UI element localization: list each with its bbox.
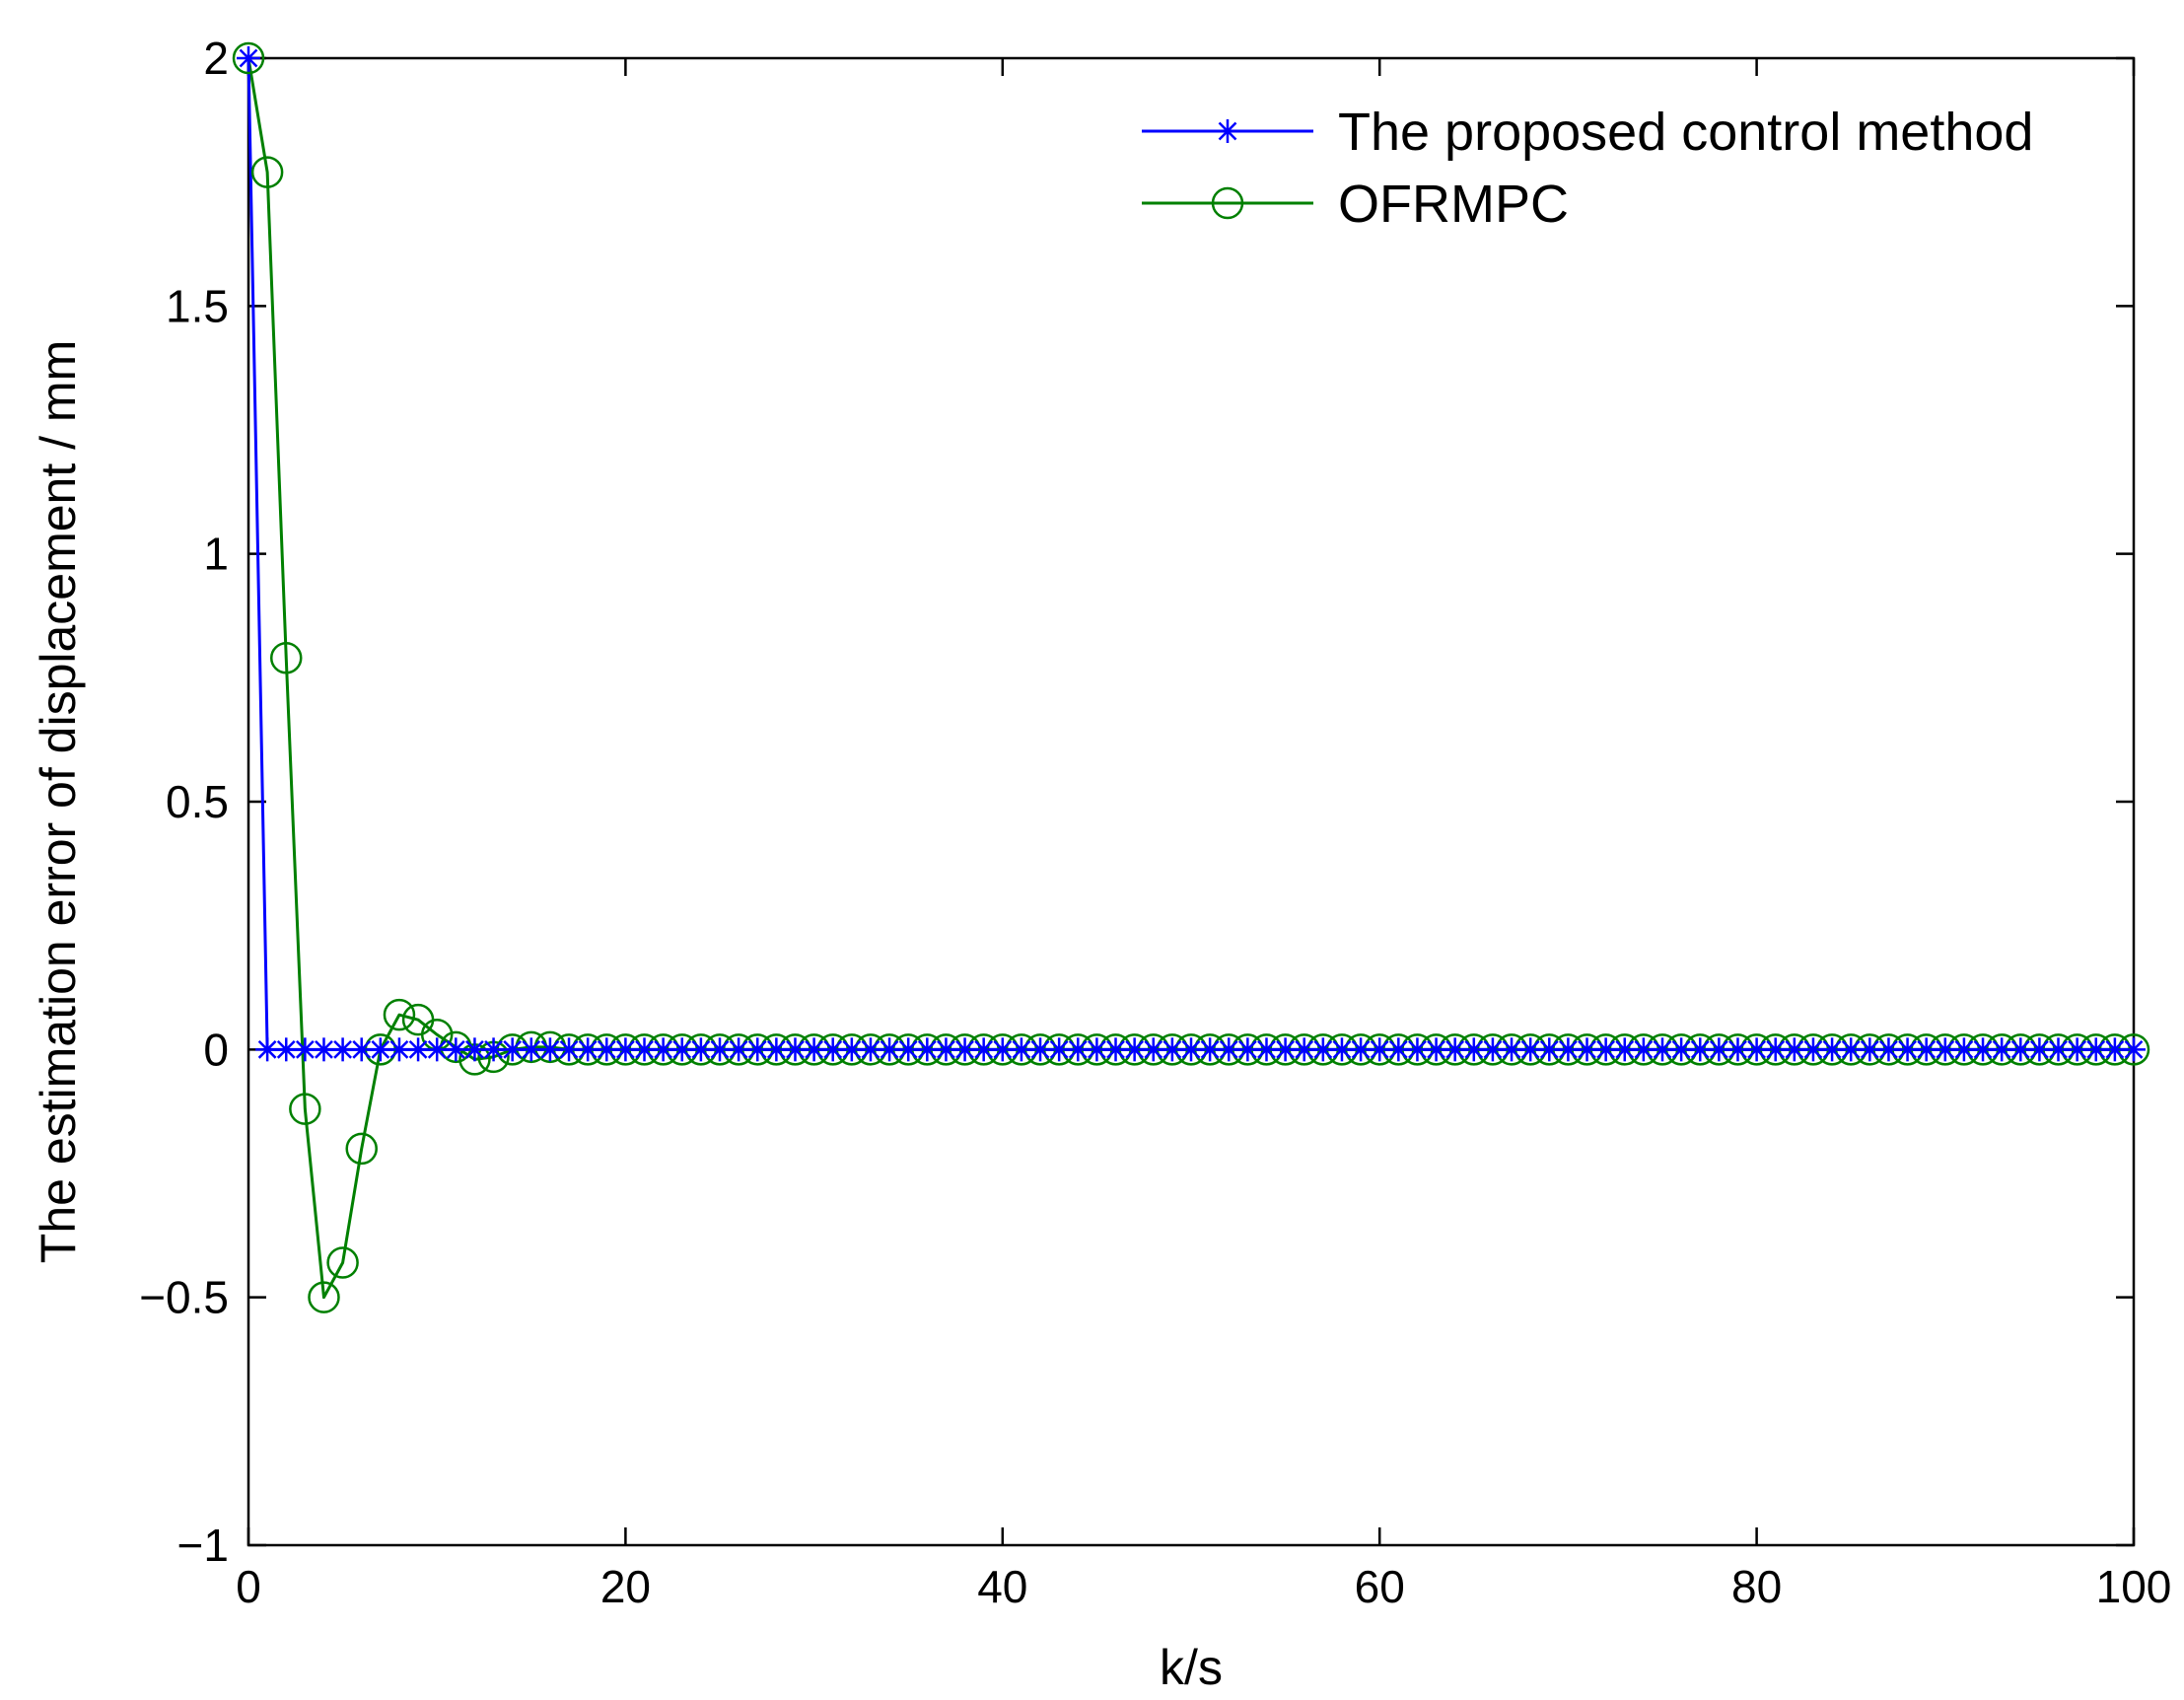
x-tick-label: 0 bbox=[236, 1561, 261, 1612]
series-markers bbox=[232, 41, 2150, 1313]
data-point-proposed bbox=[1895, 1037, 1920, 1062]
legend-label-proposed: The proposed control method bbox=[1338, 103, 2033, 162]
y-tick-labels: −1 −0.5 0 0.5 1 1.5 2 bbox=[139, 33, 229, 1571]
data-point-proposed bbox=[444, 1037, 468, 1062]
data-point-proposed bbox=[802, 1037, 826, 1062]
data-point-proposed bbox=[274, 1037, 299, 1062]
data-point-proposed bbox=[1800, 1037, 1825, 1062]
data-point-proposed bbox=[462, 1037, 487, 1062]
data-point-ofrmpc bbox=[269, 641, 303, 674]
legend-label-ofrmpc: OFRMPC bbox=[1338, 175, 1569, 234]
y-tick-label: −1 bbox=[177, 1520, 229, 1571]
data-point-proposed bbox=[237, 46, 260, 70]
data-point-proposed bbox=[1122, 1037, 1147, 1062]
data-point-proposed bbox=[1480, 1037, 1505, 1062]
data-point-ofrmpc bbox=[345, 1132, 378, 1166]
data-point-proposed bbox=[1933, 1037, 1957, 1062]
data-point-proposed bbox=[1405, 1037, 1430, 1062]
data-point-proposed bbox=[1443, 1037, 1467, 1062]
x-tick-label: 20 bbox=[600, 1561, 651, 1612]
data-point-ofrmpc bbox=[232, 41, 265, 75]
data-point-proposed bbox=[2122, 1037, 2146, 1062]
y-tick-label: 0.5 bbox=[166, 776, 229, 827]
legend-marker-ofrmpc bbox=[1211, 186, 1244, 220]
x-axis-label: k/s bbox=[1160, 1640, 1223, 1695]
data-point-proposed bbox=[1631, 1037, 1656, 1062]
legend-marker-proposed bbox=[1216, 119, 1239, 143]
data-point-ofrmpc bbox=[383, 998, 416, 1031]
legend-asterisk-icon bbox=[1216, 119, 1239, 143]
y-tick-label: 0 bbox=[203, 1024, 229, 1075]
data-point-ofrmpc bbox=[289, 1093, 321, 1125]
data-point-proposed bbox=[783, 1037, 808, 1062]
x-tick-labels: 0 20 40 60 80 100 bbox=[236, 1561, 2171, 1612]
legend-circle-icon bbox=[1211, 186, 1244, 220]
y-tick-label: −0.5 bbox=[139, 1272, 229, 1323]
legend: The proposed control method OFRMPC bbox=[1142, 103, 2033, 234]
data-point-proposed bbox=[1820, 1037, 1845, 1062]
data-point-proposed bbox=[500, 1037, 525, 1062]
data-point-ofrmpc bbox=[308, 1281, 340, 1313]
data-point-ofrmpc bbox=[250, 156, 284, 188]
data-point-proposed bbox=[632, 1037, 657, 1062]
y-tick-label: 1.5 bbox=[166, 280, 229, 331]
data-point-proposed bbox=[745, 1037, 770, 1062]
x-tick-label: 40 bbox=[977, 1561, 1027, 1612]
data-point-proposed bbox=[1876, 1037, 1901, 1062]
y-tick-label: 2 bbox=[203, 33, 229, 84]
data-point-proposed bbox=[651, 1037, 675, 1062]
x-tick-label: 100 bbox=[2096, 1561, 2172, 1612]
data-point-proposed bbox=[255, 1037, 280, 1062]
data-point-proposed bbox=[1763, 1037, 1788, 1062]
y-tick-label: 1 bbox=[203, 529, 229, 580]
data-point-proposed bbox=[1235, 1037, 1260, 1062]
x-tick-label: 80 bbox=[1731, 1561, 1782, 1612]
data-point-ofrmpc bbox=[326, 1246, 359, 1279]
plot-area bbox=[247, 56, 2136, 1547]
data-point-proposed bbox=[688, 1037, 713, 1062]
data-point-proposed bbox=[1575, 1037, 1599, 1062]
x-tick-label: 60 bbox=[1355, 1561, 1405, 1612]
data-point-proposed bbox=[1688, 1037, 1713, 1062]
data-point-proposed bbox=[708, 1037, 732, 1062]
data-point-proposed bbox=[1009, 1037, 1033, 1062]
y-axis-label: The estimation error of displacement / m… bbox=[31, 340, 86, 1263]
